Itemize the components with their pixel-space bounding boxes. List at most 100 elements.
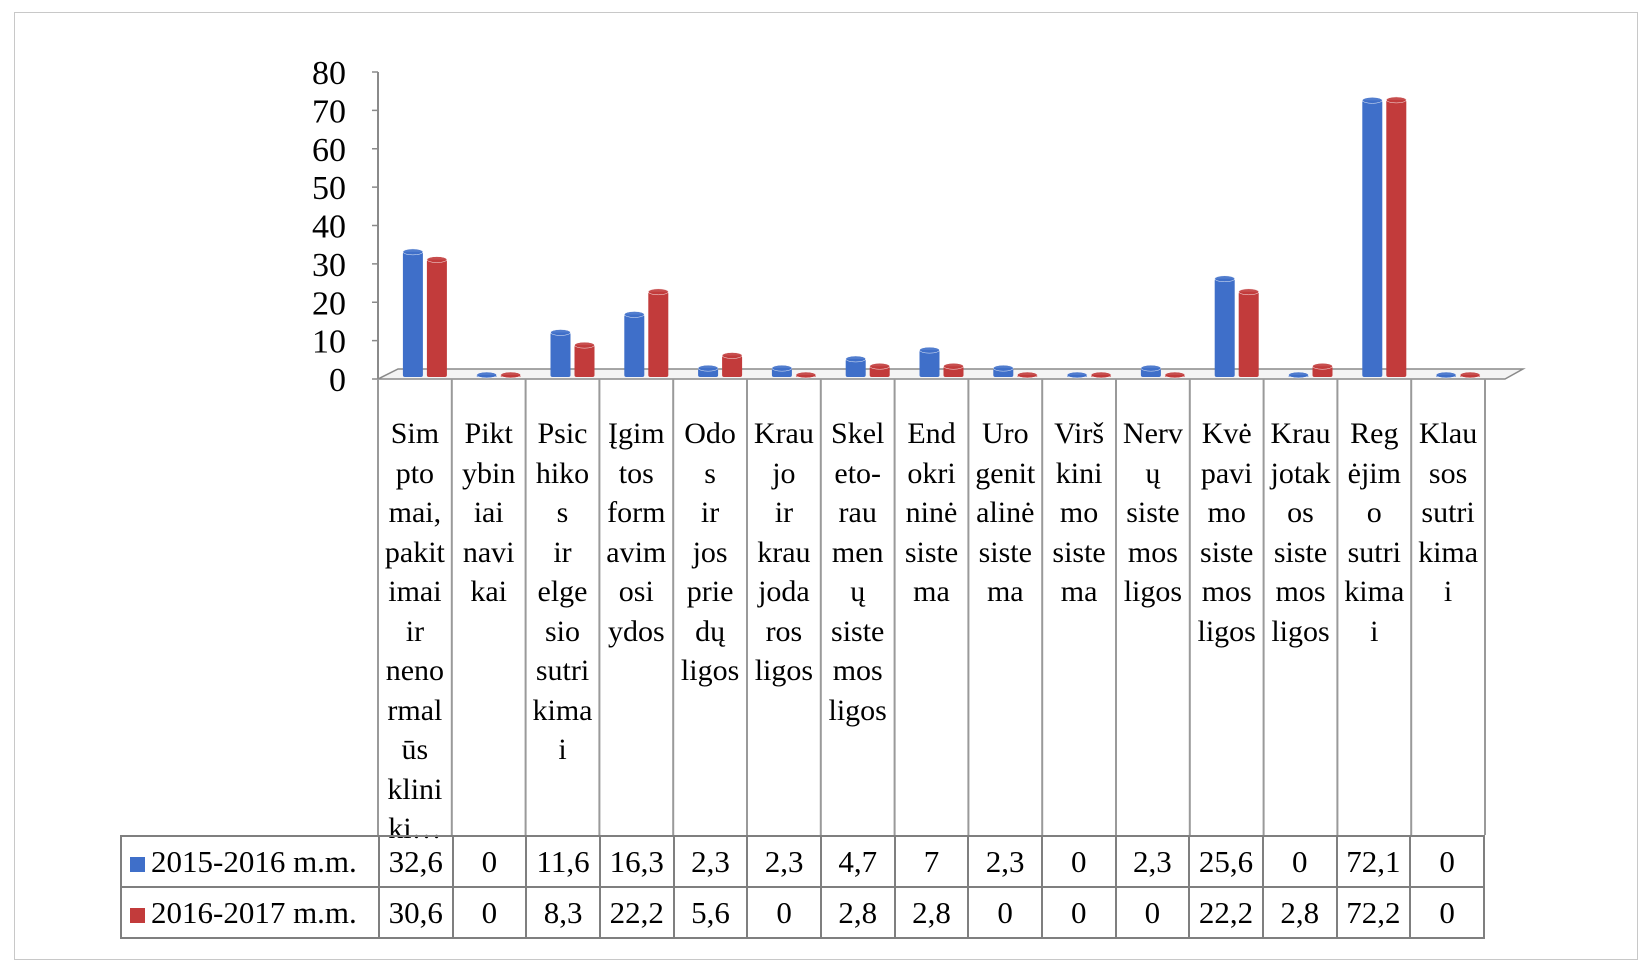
category-label: Odo s ir jos prie dų ligos xyxy=(680,417,740,687)
data-label: 0 xyxy=(451,886,528,939)
y-tick-label: 40 xyxy=(312,209,346,246)
data-label: 2,8 xyxy=(1261,886,1338,939)
bar-series1 xyxy=(1214,278,1235,377)
bar-cap xyxy=(574,341,595,349)
category-label: Krau jo ir krau joda ros ligos xyxy=(753,417,814,687)
y-tick-label: 50 xyxy=(312,170,346,207)
bar-cap xyxy=(1288,371,1309,379)
bar-series1 xyxy=(845,358,866,377)
bar-series1 xyxy=(550,332,571,377)
bar-cap xyxy=(1164,371,1186,379)
category-label: Uro genit alinė siste ma xyxy=(975,417,1036,608)
table-row: 2016-2017 m.m. 30,6 0 8,3 22,2 5,6 0 2,8 2,8 0 0 0 2… xyxy=(120,886,1485,939)
bar-cap xyxy=(1066,371,1088,379)
bar-cap xyxy=(943,363,964,370)
data-label: 22,2 xyxy=(1188,886,1264,939)
bar-series2 xyxy=(722,355,743,377)
bar-series1 xyxy=(1362,100,1383,377)
bar-cap xyxy=(1459,371,1481,379)
y-tick-label: 60 xyxy=(312,132,346,169)
data-label: 2,8 xyxy=(893,886,970,939)
bar-cap xyxy=(1435,371,1457,379)
data-label: 11,6 xyxy=(525,835,601,888)
bar-cap xyxy=(869,363,890,370)
bar-series1 xyxy=(402,251,423,377)
bar-series2 xyxy=(574,345,595,377)
bar-cap xyxy=(1312,363,1333,370)
bar-cap xyxy=(721,352,743,359)
bar-cap xyxy=(1362,97,1383,104)
data-label: 5,6 xyxy=(672,886,749,939)
legend-label: 2016-2017 m.m. xyxy=(151,894,357,930)
bar-cap xyxy=(1238,288,1259,296)
legend-swatch xyxy=(130,856,145,872)
data-label: 7 xyxy=(893,835,970,888)
category-label: Virš kini mo siste ma xyxy=(1052,417,1106,608)
bar-cap xyxy=(919,346,940,354)
data-label: 0 xyxy=(1040,835,1117,888)
bar-cap xyxy=(426,256,448,263)
bar-cap xyxy=(1090,371,1112,379)
y-tick-label: 0 xyxy=(329,362,346,399)
category-label: Klau sos sutri kima i xyxy=(1418,417,1479,608)
data-label: 0 xyxy=(1114,886,1191,939)
legend-entry: 2015-2016 m.m. xyxy=(120,835,380,888)
category-label: Reg ėjim o sutri kima i xyxy=(1344,417,1405,648)
data-label: 30,6 xyxy=(377,886,454,939)
data-table: 2015-2016 m.m. 32,6 0 11,6 16,3 2,3 2,3 4,7 7 2,3… xyxy=(120,835,1485,939)
data-label: 0 xyxy=(967,886,1043,939)
bar-cap xyxy=(795,371,817,379)
legend-entry: 2016-2017 m.m. xyxy=(120,886,380,939)
data-label: 0 xyxy=(1409,886,1485,939)
data-label: 2,3 xyxy=(672,835,749,888)
data-label: 4,7 xyxy=(819,835,896,888)
bar-cap xyxy=(500,371,521,379)
bar-series2 xyxy=(1238,291,1259,377)
bar-cap xyxy=(648,288,669,296)
bar-cap xyxy=(402,248,424,256)
data-label: 25,6 xyxy=(1188,835,1264,888)
legend-label: 2015-2016 m.m. xyxy=(151,843,357,879)
data-label: 2,3 xyxy=(746,835,822,888)
data-label: 0 xyxy=(1261,835,1338,888)
y-tick-label: 70 xyxy=(312,93,346,130)
category-label: Pikt ybin iai navi kai xyxy=(462,417,516,608)
data-label: 0 xyxy=(746,886,822,939)
chart-frame xyxy=(14,12,1638,960)
bar-series1 xyxy=(624,314,645,377)
bar-cap xyxy=(1214,275,1235,283)
category-label: Nerv ų siste mos ligos xyxy=(1122,417,1183,608)
data-label: 16,3 xyxy=(598,835,675,888)
legend-swatch xyxy=(130,907,145,923)
data-label: 0 xyxy=(1040,886,1117,939)
category-label: End okri ninė siste ma xyxy=(904,417,959,608)
y-tick-label: 30 xyxy=(312,247,346,284)
data-label: 72,1 xyxy=(1335,835,1412,888)
bar-cap xyxy=(1386,96,1407,104)
table-row: 2015-2016 m.m. 32,6 0 11,6 16,3 2,3 2,3 4,7 7 2,3… xyxy=(120,835,1485,888)
bar-series1 xyxy=(919,350,940,377)
category-label: Sim pto mai, pakit imai ir neno rmal ūs klini ki… xyxy=(384,417,445,845)
bar-cap xyxy=(771,364,793,372)
bar-series2 xyxy=(1386,99,1407,378)
bar-series2 xyxy=(648,291,669,377)
bar-series2 xyxy=(426,259,447,377)
bar-cap xyxy=(476,371,497,379)
y-tick-label: 10 xyxy=(312,324,346,361)
category-label: Krau jotak os siste mos ligos xyxy=(1270,417,1331,648)
data-label: 2,8 xyxy=(819,886,896,939)
data-label: 8,3 xyxy=(525,886,601,939)
category-label: Skel eto-rau men ų siste mos ligos xyxy=(828,417,887,727)
bar-cap xyxy=(993,364,1014,372)
bars-group xyxy=(402,96,1481,379)
y-tick-label: 20 xyxy=(312,285,346,322)
data-label: 32,6 xyxy=(377,835,454,888)
bar-cap xyxy=(1140,364,1162,372)
data-label: 2,3 xyxy=(1114,835,1191,888)
data-label: 22,2 xyxy=(598,886,675,939)
data-label: 0 xyxy=(1409,835,1485,888)
bar-cap xyxy=(624,311,645,318)
y-tick-label: 80 xyxy=(312,55,346,92)
bar-cap xyxy=(697,364,719,372)
